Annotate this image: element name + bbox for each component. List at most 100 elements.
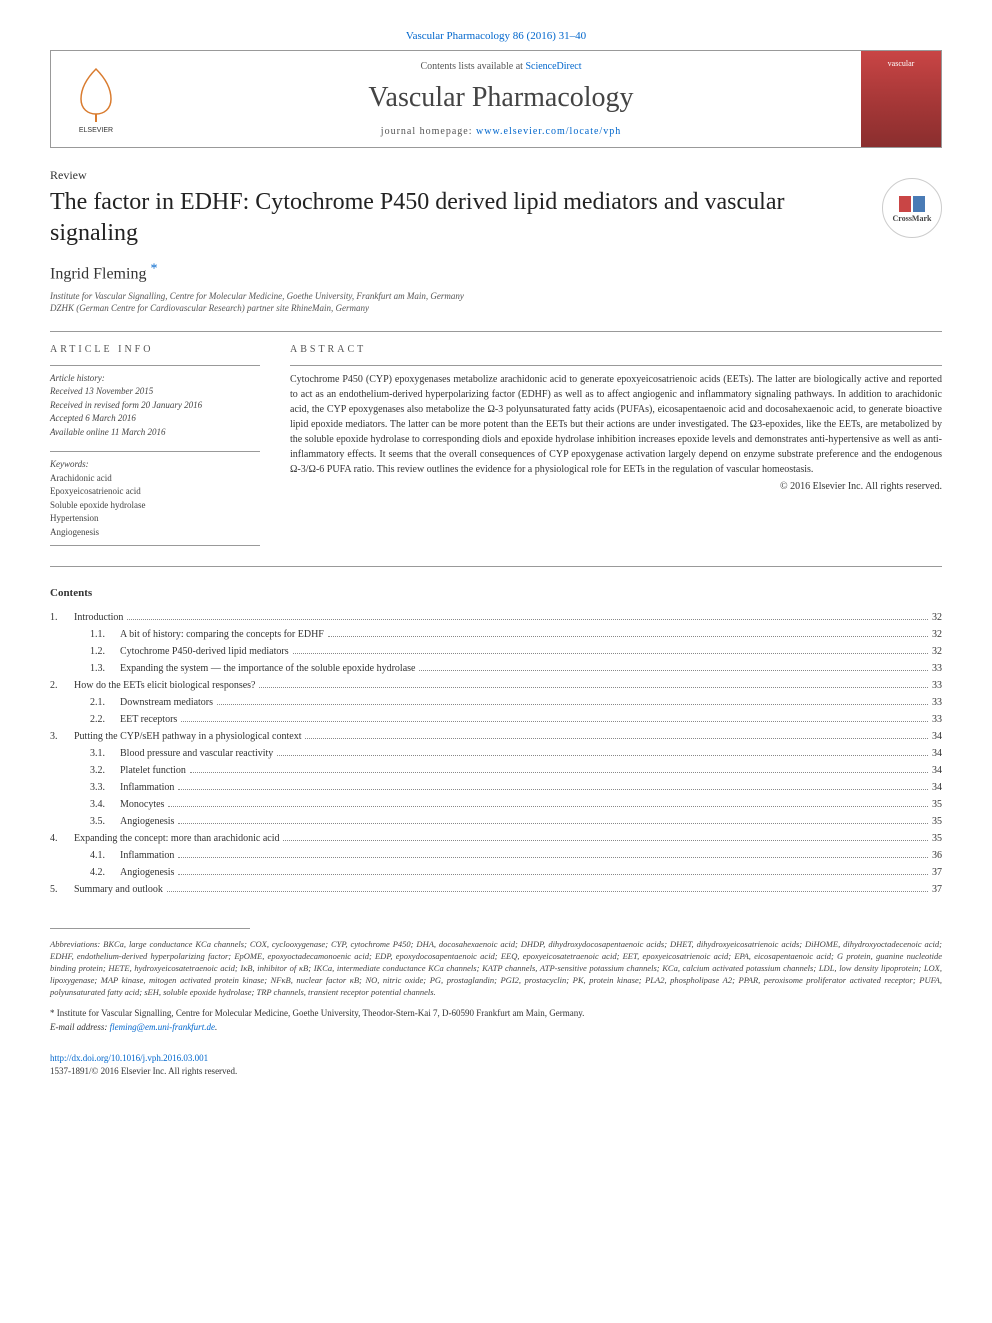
elsevier-logo: ELSEVIER: [51, 51, 141, 147]
toc-subnum: 1.2.: [90, 643, 120, 660]
homepage-prefix: journal homepage:: [381, 126, 476, 137]
toc-title: Introduction: [74, 609, 123, 626]
affiliation-2: DZHK (German Centre for Cardiovascular R…: [50, 302, 862, 315]
history-online: Available online 11 March 2016: [50, 426, 260, 440]
contents-prefix: Contents lists available at: [420, 61, 525, 72]
toc-page: 34: [932, 728, 942, 745]
toc-subpage: 34: [932, 745, 942, 762]
toc-section[interactable]: 4.Expanding the concept: more than arach…: [50, 830, 942, 847]
toc-subsection[interactable]: 3.4.Monocytes35: [50, 796, 942, 813]
toc-subsection[interactable]: 1.3.Expanding the system — the importanc…: [50, 660, 942, 677]
author-text: Ingrid Fleming: [50, 266, 150, 283]
toc-dots: [168, 806, 928, 807]
toc-subsection[interactable]: 1.1.A bit of history: comparing the conc…: [50, 626, 942, 643]
toc-section[interactable]: 5.Summary and outlook37: [50, 881, 942, 898]
keyword-1: Arachidonic acid: [50, 472, 260, 486]
sciencedirect-link[interactable]: ScienceDirect: [525, 61, 581, 72]
divider-2: [50, 566, 942, 567]
table-of-contents: 1.Introduction321.1.A bit of history: co…: [50, 609, 942, 898]
toc-subnum: 4.2.: [90, 864, 120, 881]
toc-num: 3.: [50, 728, 74, 745]
journal-header: ELSEVIER Contents lists available at Sci…: [50, 50, 942, 148]
meta-row: article info Article history: Received 1…: [50, 344, 942, 547]
toc-subnum: 1.3.: [90, 660, 120, 677]
article-type: Review: [50, 168, 862, 183]
history-label: Article history:: [50, 372, 260, 386]
toc-dots: [217, 704, 928, 705]
citation-link[interactable]: Vascular Pharmacology 86 (2016) 31–40: [406, 30, 586, 42]
article-info-label: article info: [50, 344, 260, 355]
abbreviations-text: BKCa, large conductance KCa channels; CO…: [50, 939, 942, 997]
contents-header: Contents: [50, 587, 942, 599]
corresponding-star-link[interactable]: *: [150, 266, 157, 283]
toc-dots: [328, 636, 928, 637]
toc-subsection[interactable]: 2.2.EET receptors33: [50, 711, 942, 728]
toc-subsection[interactable]: 1.2.Cytochrome P450-derived lipid mediat…: [50, 643, 942, 660]
history-accepted: Accepted 6 March 2016: [50, 412, 260, 426]
toc-subsection[interactable]: 3.3.Inflammation34: [50, 779, 942, 796]
doi-link[interactable]: http://dx.doi.org/10.1016/j.vph.2016.03.…: [50, 1053, 208, 1063]
abbreviations-block: Abbreviations: BKCa, large conductance K…: [50, 939, 942, 998]
email-label: E-mail address:: [50, 1022, 110, 1032]
title-row: Review The factor in EDHF: Cytochrome P4…: [50, 168, 942, 331]
toc-dots: [181, 721, 928, 722]
toc-subpage: 37: [932, 864, 942, 881]
toc-title: Expanding the concept: more than arachid…: [74, 830, 279, 847]
doi-block: http://dx.doi.org/10.1016/j.vph.2016.03.…: [50, 1052, 942, 1077]
toc-subsection[interactable]: 3.1.Blood pressure and vascular reactivi…: [50, 745, 942, 762]
svg-text:ELSEVIER: ELSEVIER: [79, 127, 113, 134]
article-title: The factor in EDHF: Cytochrome P450 deri…: [50, 187, 862, 249]
abbreviations-label: Abbreviations:: [50, 939, 100, 949]
divider: [50, 331, 942, 332]
toc-subsection[interactable]: 3.2.Platelet function 34: [50, 762, 942, 779]
affiliation-1: Institute for Vascular Signalling, Centr…: [50, 290, 862, 303]
toc-num: 4.: [50, 830, 74, 847]
toc-subsection[interactable]: 4.1.Inflammation36: [50, 847, 942, 864]
crossmark-icon: [897, 194, 927, 214]
header-center: Contents lists available at ScienceDirec…: [141, 51, 861, 147]
elsevier-tree-icon: ELSEVIER: [66, 64, 126, 134]
toc-subsection[interactable]: 4.2.Angiogenesis37: [50, 864, 942, 881]
toc-subpage: 33: [932, 711, 942, 728]
toc-subnum: 3.2.: [90, 762, 120, 779]
article-info-column: article info Article history: Received 1…: [50, 344, 260, 547]
toc-section[interactable]: 1.Introduction32: [50, 609, 942, 626]
toc-title: Summary and outlook: [74, 881, 163, 898]
toc-page: 37: [932, 881, 942, 898]
toc-subtitle: Platelet function: [120, 762, 186, 779]
toc-section[interactable]: 2.How do the EETs elicit biological resp…: [50, 677, 942, 694]
abstract-column: abstract Cytochrome P450 (CYP) epoxygena…: [290, 344, 942, 547]
toc-dots: [178, 857, 928, 858]
toc-subsection[interactable]: 3.5.Angiogenesis35: [50, 813, 942, 830]
toc-subpage: 35: [932, 813, 942, 830]
journal-name: Vascular Pharmacology: [161, 82, 841, 114]
toc-subpage: 34: [932, 779, 942, 796]
toc-subpage: 36: [932, 847, 942, 864]
toc-subnum: 4.1.: [90, 847, 120, 864]
toc-subtitle: Inflammation: [120, 779, 174, 796]
toc-dots: [178, 874, 928, 875]
toc-dots: [305, 738, 928, 739]
toc-subtitle: A bit of history: comparing the concepts…: [120, 626, 324, 643]
crossmark-badge[interactable]: CrossMark: [882, 178, 942, 238]
toc-subpage: 32: [932, 626, 942, 643]
toc-subsection[interactable]: 2.1.Downstream mediators33: [50, 694, 942, 711]
homepage-link[interactable]: www.elsevier.com/locate/vph: [476, 126, 621, 137]
email-link[interactable]: fleming@em.uni-frankfurt.de: [110, 1022, 215, 1032]
crossmark-label: CrossMark: [893, 214, 932, 223]
toc-subpage: 34: [932, 762, 942, 779]
toc-dots: [190, 772, 928, 773]
toc-title: How do the EETs elicit biological respon…: [74, 677, 255, 694]
article-history: Article history: Received 13 November 20…: [50, 365, 260, 440]
toc-subtitle: Angiogenesis: [120, 813, 174, 830]
keyword-5: Angiogenesis: [50, 526, 260, 540]
title-column: Review The factor in EDHF: Cytochrome P4…: [50, 168, 862, 331]
footnote-separator: [50, 928, 250, 929]
keywords-label: Keywords:: [50, 458, 260, 472]
toc-dots: [178, 823, 928, 824]
correspondence: * Institute for Vascular Signalling, Cen…: [50, 1007, 942, 1021]
toc-dots: [167, 891, 928, 892]
keyword-3: Soluble epoxide hydrolase: [50, 499, 260, 513]
toc-section[interactable]: 3.Putting the CYP/sEH pathway in a physi…: [50, 728, 942, 745]
toc-page: 35: [932, 830, 942, 847]
